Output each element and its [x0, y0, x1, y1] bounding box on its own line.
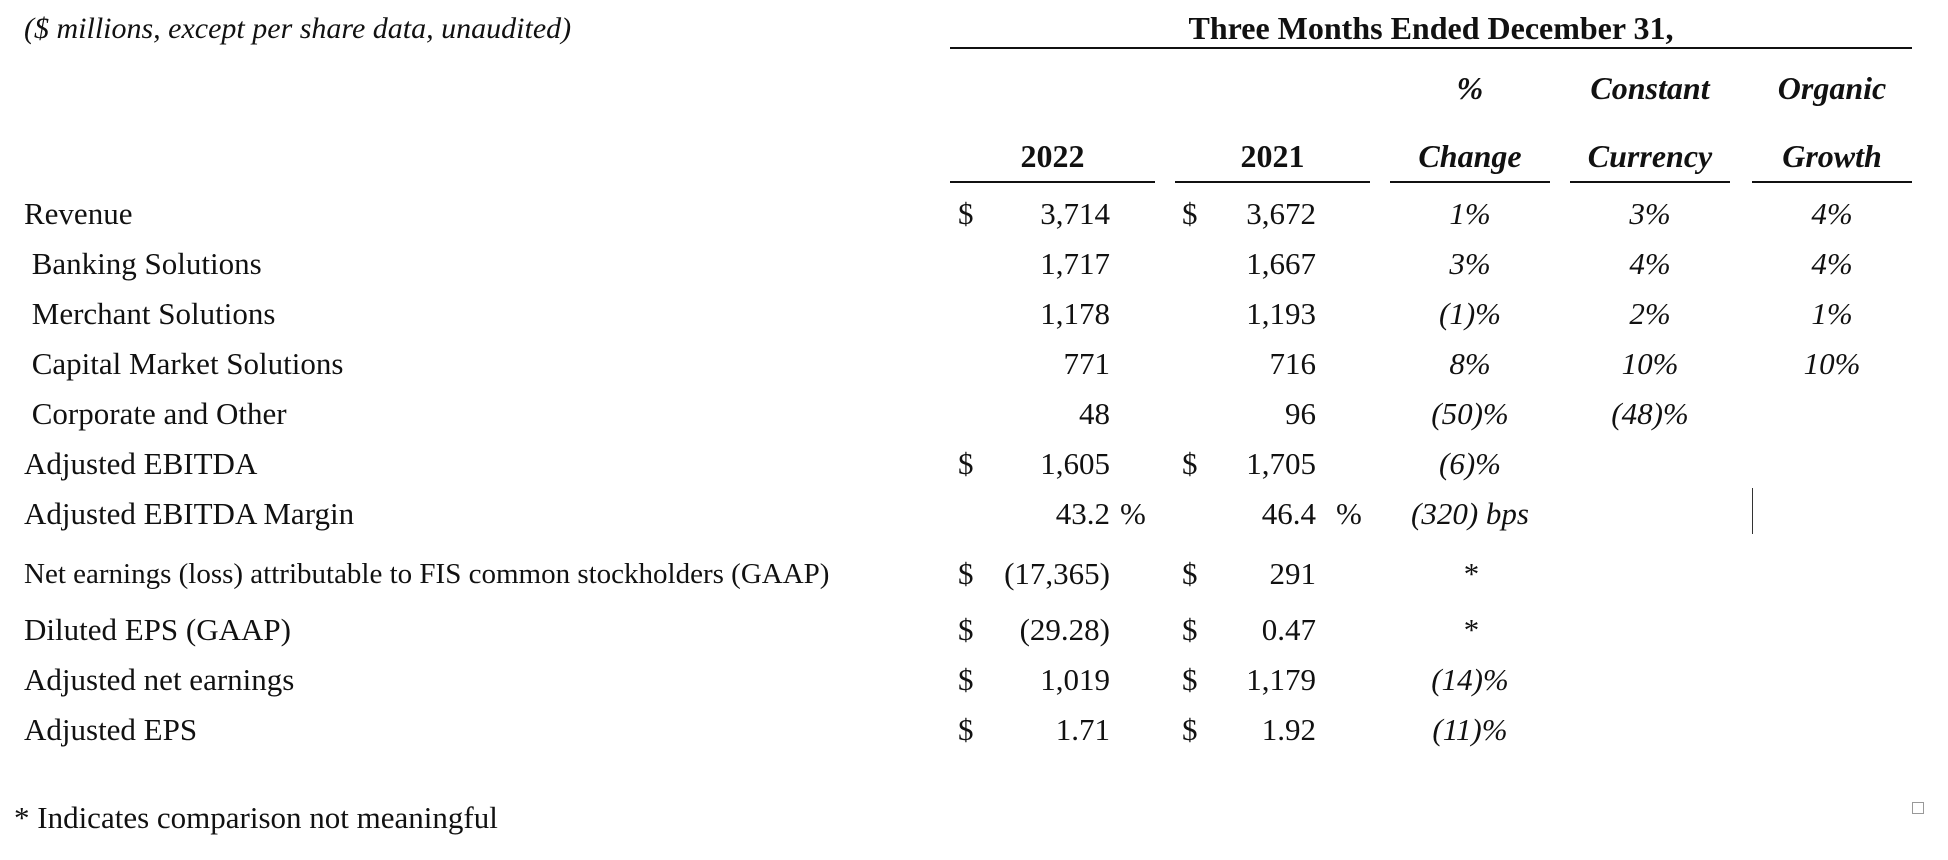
period-title-rule [950, 47, 1912, 49]
row-7-v22: (17,365) [1004, 556, 1110, 591]
row-0-og: 4% [1811, 196, 1853, 231]
header-change-top: % [1456, 70, 1484, 106]
row-4-v22: 48 [1079, 396, 1110, 431]
row-6-change: (320) bps [1411, 496, 1529, 531]
row-0-cc: 3% [1629, 196, 1671, 231]
footnote: * Indicates comparison not meaningful [14, 800, 498, 835]
row-0-v21: 3,672 [1246, 196, 1316, 231]
header-change-bottom: Change [1418, 138, 1522, 174]
row-5-d22: $ [958, 446, 974, 481]
row-2-change: (1)% [1439, 296, 1501, 331]
row-0-v22: 3,714 [1040, 196, 1110, 231]
row-2-label: Merchant Solutions [24, 296, 276, 331]
row-3-v21: 716 [1269, 346, 1317, 381]
row-9-label: Adjusted net earnings [24, 662, 295, 697]
row-7-v21: 291 [1269, 556, 1317, 591]
row-1-label: Banking Solutions [24, 246, 262, 281]
header-og-top: Organic [1777, 70, 1887, 106]
row-5-v21: 1,705 [1246, 446, 1316, 481]
corner-square-icon [1912, 802, 1924, 814]
row-8-d21: $ [1182, 612, 1198, 647]
header-2022: 2022 [1020, 138, 1085, 174]
row-4-label: Corporate and Other [24, 396, 287, 431]
header-2021: 2021 [1240, 138, 1305, 174]
row-3-change: 8% [1449, 346, 1491, 381]
row-7-d21: $ [1182, 556, 1198, 591]
row-8-v22: (29.28) [1019, 612, 1110, 647]
period-title: Three Months Ended December 31, [1188, 10, 1674, 46]
row-0-d22: $ [958, 196, 974, 231]
row-9-d22: $ [958, 662, 974, 697]
row-9-v21: 1,179 [1246, 662, 1316, 697]
row-4-change: (50)% [1431, 396, 1509, 431]
row-1-change: 3% [1449, 246, 1491, 281]
row-10-label: Adjusted EPS [24, 712, 198, 747]
row-5-d21: $ [1182, 446, 1198, 481]
row-9-v22: 1,019 [1040, 662, 1110, 697]
header-rule-2022 [950, 181, 1155, 183]
row-6-u22: % [1120, 496, 1146, 531]
row-4-v21: 96 [1285, 396, 1316, 431]
row-5-v22: 1,605 [1040, 446, 1110, 481]
row-7-label: Net earnings (loss) attributable to FIS … [24, 558, 830, 590]
row-4-cc: (48)% [1611, 396, 1689, 431]
text-cursor [1752, 488, 1753, 534]
row-6-u21: % [1336, 496, 1362, 531]
header-cc-top: Constant [1590, 70, 1710, 106]
row-1-v21: 1,667 [1246, 246, 1316, 281]
units-note: ($ millions, except per share data, unau… [24, 12, 572, 45]
row-3-cc: 10% [1621, 346, 1679, 381]
row-0-change: 1% [1449, 196, 1491, 231]
header-cc-bottom: Currency [1587, 138, 1713, 174]
row-7-d22: $ [958, 556, 974, 591]
row-2-v22: 1,178 [1040, 296, 1110, 331]
row-3-v22: 771 [1063, 346, 1111, 381]
row-9-change: (14)% [1431, 662, 1509, 697]
row-8-label: Diluted EPS (GAAP) [24, 612, 291, 647]
row-10-change: (11)% [1432, 712, 1508, 747]
row-10-v22: 1.71 [1055, 712, 1110, 747]
row-5-change: (6)% [1439, 446, 1501, 481]
row-2-cc: 2% [1629, 296, 1671, 331]
row-1-og: 4% [1811, 246, 1853, 281]
row-8-v21: 0.47 [1261, 612, 1316, 647]
row-5-label: Adjusted EBITDA [24, 446, 258, 481]
header-rule-cc [1570, 181, 1730, 183]
row-10-d21: $ [1182, 712, 1198, 747]
row-6-v21: 46.4 [1261, 496, 1316, 531]
row-3-og: 10% [1803, 346, 1861, 381]
row-3-label: Capital Market Solutions [24, 346, 344, 381]
row-8-d22: $ [958, 612, 974, 647]
row-6-v22: 43.2 [1055, 496, 1110, 531]
header-rule-change [1390, 181, 1550, 183]
header-og-bottom: Growth [1782, 138, 1882, 174]
row-1-cc: 4% [1629, 246, 1671, 281]
row-10-v21: 1.92 [1261, 712, 1316, 747]
row-1-v22: 1,717 [1040, 246, 1110, 281]
row-7-change: * [1462, 556, 1478, 591]
row-6-label: Adjusted EBITDA Margin [24, 496, 355, 531]
row-0-d21: $ [1182, 196, 1198, 231]
header-rule-2021 [1175, 181, 1370, 183]
row-9-d21: $ [1182, 662, 1198, 697]
row-0-label: Revenue [24, 196, 133, 231]
row-10-d22: $ [958, 712, 974, 747]
header-rule-og [1752, 181, 1912, 183]
row-2-v21: 1,193 [1246, 296, 1316, 331]
row-2-og: 1% [1811, 296, 1853, 331]
row-8-change: * [1462, 612, 1478, 647]
